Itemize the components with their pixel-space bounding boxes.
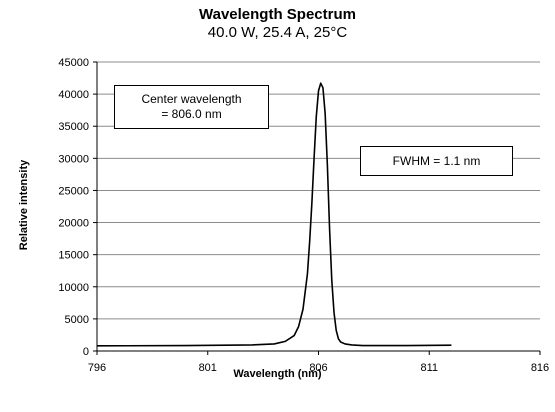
chart-subtitle: 40.0 W, 25.4 A, 25°C bbox=[207, 24, 348, 41]
y-tick-label: 35000 bbox=[58, 121, 89, 133]
y-tick-label: 25000 bbox=[58, 185, 89, 197]
y-tick-label: 40000 bbox=[58, 89, 89, 101]
y-axis-label: Relative intensity bbox=[18, 159, 30, 251]
x-tick-label: 801 bbox=[199, 362, 217, 374]
annotation-line: FWHM = 1.1 nm bbox=[392, 154, 481, 168]
series-lines bbox=[96, 82, 452, 347]
spectrum-line bbox=[96, 82, 452, 347]
y-tick-label: 45000 bbox=[58, 57, 89, 69]
y-tick-label: 20000 bbox=[58, 218, 89, 230]
x-tick-labels: 796 801 806 811 816 bbox=[88, 362, 549, 374]
x-tick-label: 806 bbox=[309, 362, 327, 374]
x-tick-label: 816 bbox=[531, 362, 549, 374]
y-tick-label: 0 bbox=[83, 346, 89, 358]
center-wavelength-annotation: Center wavelength = 806.0 nm bbox=[114, 85, 269, 129]
y-tick-label: 5000 bbox=[65, 314, 89, 326]
annotation-line: Center wavelength bbox=[141, 92, 242, 106]
y-tick-labels: 0 5000 10000 15000 20000 25000 30000 35000 40000… bbox=[58, 57, 89, 358]
y-tick-label: 30000 bbox=[58, 153, 89, 165]
annotation-line: = 806.0 nm bbox=[161, 107, 222, 121]
x-tick-label: 811 bbox=[420, 362, 438, 374]
x-axis-label: Wavelength (nm) bbox=[233, 368, 322, 380]
x-tick-label: 796 bbox=[88, 362, 106, 374]
y-tick-label: 10000 bbox=[58, 282, 89, 294]
axes bbox=[93, 61, 541, 355]
chart-title: Wavelength Spectrum bbox=[199, 6, 356, 23]
fwhm-annotation: FWHM = 1.1 nm bbox=[360, 146, 513, 176]
y-tick-label: 15000 bbox=[58, 250, 89, 262]
